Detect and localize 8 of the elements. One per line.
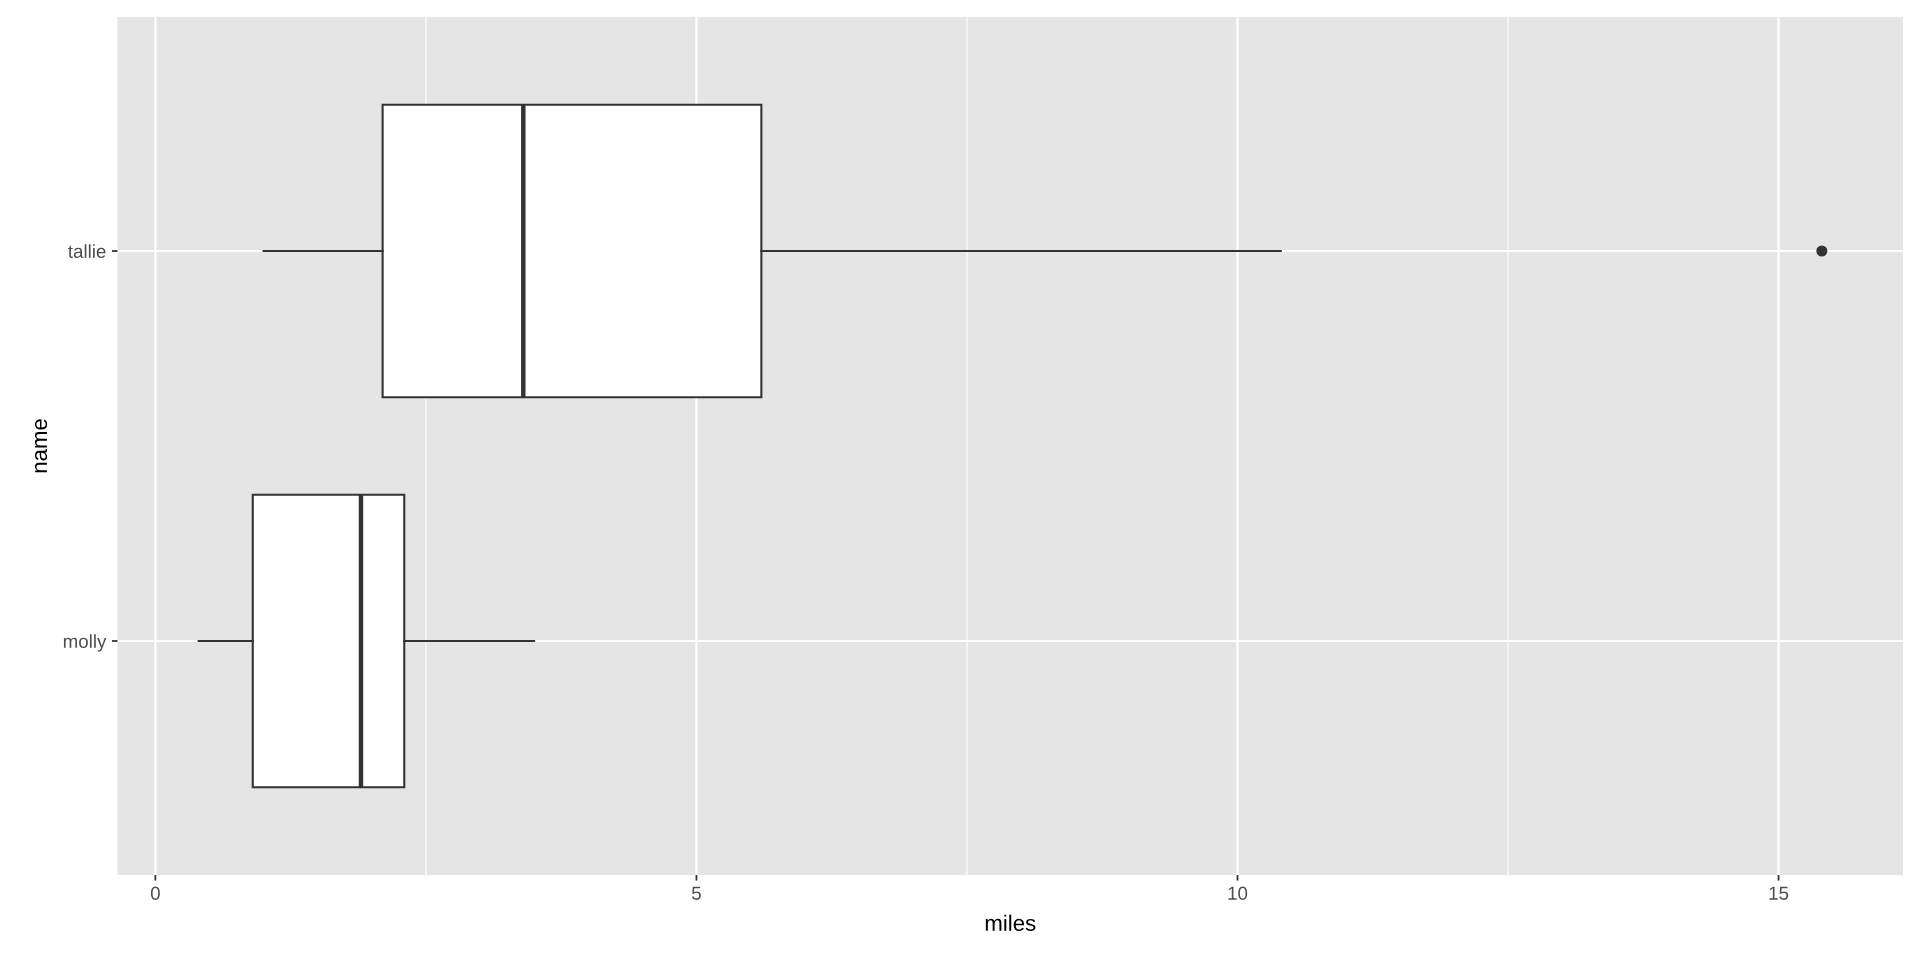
x-tick-label: 10	[1228, 886, 1248, 900]
y-tick-label: tallie	[68, 244, 106, 258]
y-axis-title: name	[34, 419, 48, 473]
y-tick-label: molly	[63, 634, 107, 652]
x-axis-title: miles	[985, 914, 1036, 932]
x-tick-label: 0	[150, 886, 160, 900]
x-tick-label: 5	[691, 886, 701, 900]
x-tick-label: 15	[1769, 886, 1789, 900]
